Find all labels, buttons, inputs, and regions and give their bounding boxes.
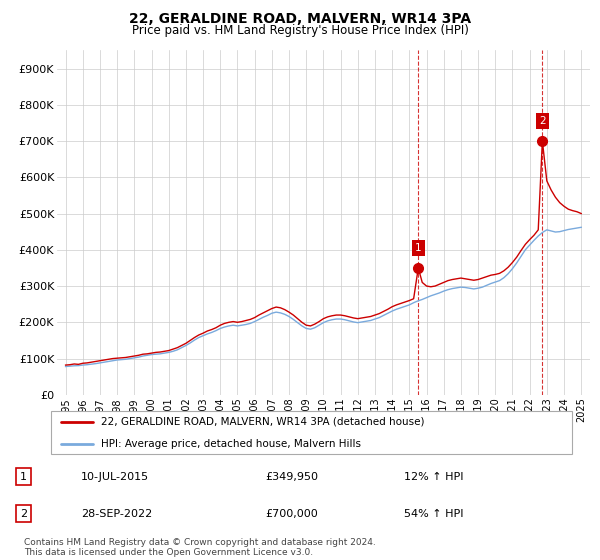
Text: HPI: Average price, detached house, Malvern Hills: HPI: Average price, detached house, Malv… xyxy=(101,438,361,449)
Text: 1: 1 xyxy=(415,243,422,253)
Text: Price paid vs. HM Land Registry's House Price Index (HPI): Price paid vs. HM Land Registry's House … xyxy=(131,24,469,37)
Text: 2: 2 xyxy=(20,509,27,519)
Text: 12% ↑ HPI: 12% ↑ HPI xyxy=(404,472,463,482)
Text: 54% ↑ HPI: 54% ↑ HPI xyxy=(404,509,463,519)
Text: 2: 2 xyxy=(539,116,545,126)
FancyBboxPatch shape xyxy=(50,410,572,455)
Text: 28-SEP-2022: 28-SEP-2022 xyxy=(81,509,152,519)
Text: 22, GERALDINE ROAD, MALVERN, WR14 3PA: 22, GERALDINE ROAD, MALVERN, WR14 3PA xyxy=(129,12,471,26)
Text: Contains HM Land Registry data © Crown copyright and database right 2024.
This d: Contains HM Land Registry data © Crown c… xyxy=(24,538,376,557)
Text: £349,950: £349,950 xyxy=(265,472,319,482)
Text: 10-JUL-2015: 10-JUL-2015 xyxy=(81,472,149,482)
Text: 1: 1 xyxy=(20,472,27,482)
Text: £700,000: £700,000 xyxy=(265,509,318,519)
Text: 22, GERALDINE ROAD, MALVERN, WR14 3PA (detached house): 22, GERALDINE ROAD, MALVERN, WR14 3PA (d… xyxy=(101,417,424,427)
